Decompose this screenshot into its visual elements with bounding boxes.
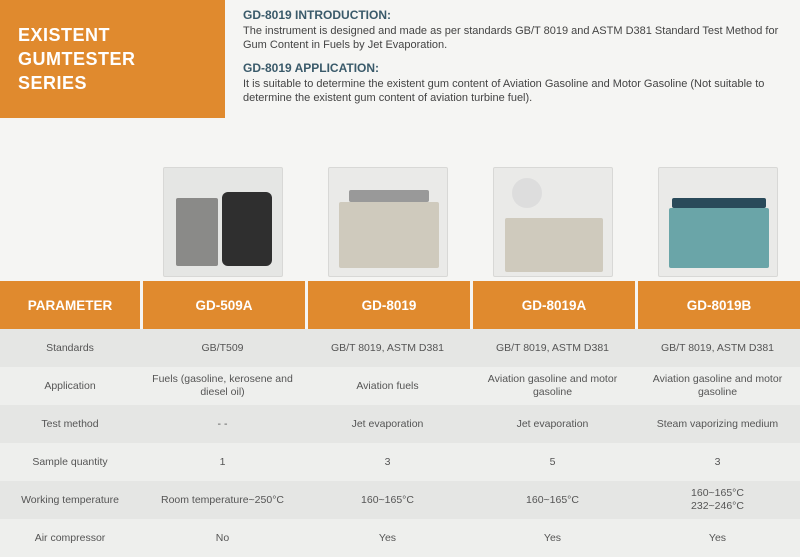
product-cell (470, 121, 635, 281)
intro-text-1: The instrument is designed and made as p… (243, 24, 788, 53)
device-shape (349, 190, 429, 202)
product-cell (305, 121, 470, 281)
spec-label: Working temperature (0, 481, 140, 519)
spec-value: Yes (470, 519, 635, 557)
spec-label: Standards (0, 329, 140, 367)
spec-value: 1 (140, 443, 305, 481)
spec-value: No (140, 519, 305, 557)
product-image (493, 167, 613, 277)
spec-label: Sample quantity (0, 443, 140, 481)
intro-block: GD-8019 INTRODUCTION: The instrument is … (225, 0, 800, 121)
parameter-header: PARAMETER (0, 281, 140, 329)
spacer (0, 121, 140, 281)
device-shape (339, 202, 439, 268)
spec-table: StandardsGB/T509GB/T 8019, ASTM D381GB/T… (0, 329, 800, 557)
header: EXISTENT GUMTESTER SERIES GD-8019 INTROD… (0, 0, 800, 121)
spec-label: Application (0, 367, 140, 405)
spec-label: Test method (0, 405, 140, 443)
spec-value: Yes (305, 519, 470, 557)
intro-heading-1: GD-8019 INTRODUCTION: (243, 8, 788, 22)
device-shape (669, 208, 769, 268)
model-header: GD-8019B (638, 281, 800, 329)
device-shape (176, 198, 218, 266)
model-header: GD-8019 (308, 281, 470, 329)
spec-row: ApplicationFuels (gasoline, kerosene and… (0, 367, 800, 405)
spec-value: Jet evaporation (305, 405, 470, 443)
model-header: GD-8019A (473, 281, 635, 329)
spec-value: Aviation fuels (305, 367, 470, 405)
spec-row: Test method- -Jet evaporationJet evapora… (0, 405, 800, 443)
spec-value: Steam vaporizing medium (635, 405, 800, 443)
spec-row: Sample quantity1353 (0, 443, 800, 481)
spec-value: Room temperature~250°C (140, 481, 305, 519)
spec-value: 3 (635, 443, 800, 481)
spec-row: Working temperatureRoom temperature~250°… (0, 481, 800, 519)
model-header-row: PARAMETER GD-509AGD-8019GD-8019AGD-8019B (0, 281, 800, 329)
device-shape (672, 198, 766, 208)
spec-value: GB/T 8019, ASTM D381 (470, 329, 635, 367)
spec-value: GB/T 8019, ASTM D381 (635, 329, 800, 367)
spec-value: 5 (470, 443, 635, 481)
spec-value: GB/T 8019, ASTM D381 (305, 329, 470, 367)
product-cell (140, 121, 305, 281)
device-shape (222, 192, 272, 266)
spec-value: 160~165°C (305, 481, 470, 519)
spec-label: Air compressor (0, 519, 140, 557)
spec-value: Aviation gasoline and motor gasoline (635, 367, 800, 405)
spec-row: StandardsGB/T509GB/T 8019, ASTM D381GB/T… (0, 329, 800, 367)
intro-text-2: It is suitable to determine the existent… (243, 77, 788, 106)
spec-value: Yes (635, 519, 800, 557)
product-cell (635, 121, 800, 281)
product-image-row (0, 121, 800, 281)
model-header: GD-509A (143, 281, 305, 329)
spec-value: Jet evaporation (470, 405, 635, 443)
device-shape (505, 218, 603, 272)
spec-value: 160~165°C (470, 481, 635, 519)
intro-heading-2: GD-8019 APPLICATION: (243, 61, 788, 75)
spec-value: Aviation gasoline and motor gasoline (470, 367, 635, 405)
spec-row: Air compressorNoYesYesYes (0, 519, 800, 557)
spec-value: - - (140, 405, 305, 443)
spec-value: GB/T509 (140, 329, 305, 367)
product-image (163, 167, 283, 277)
series-title-block: EXISTENT GUMTESTER SERIES (0, 0, 225, 118)
spec-value: 3 (305, 443, 470, 481)
product-image (328, 167, 448, 277)
series-title: EXISTENT GUMTESTER SERIES (18, 23, 207, 96)
spec-value: 160~165°C232~246°C (635, 481, 800, 519)
device-shape (512, 178, 542, 208)
spec-value: Fuels (gasoline, kerosene and diesel oil… (140, 367, 305, 405)
product-image (658, 167, 778, 277)
